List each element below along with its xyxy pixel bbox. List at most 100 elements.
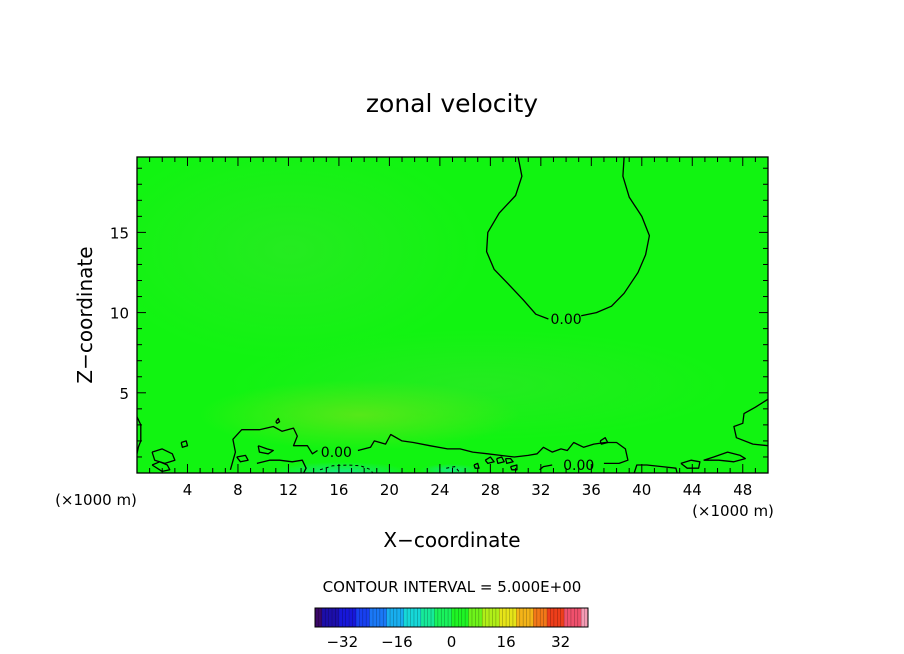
colorbar-segment (390, 608, 394, 627)
colorbar-segment (495, 608, 500, 627)
x-unit-right: (×1000 m) (692, 502, 774, 520)
zero-contour-13 (496, 456, 505, 465)
x-tick-label: 24 (430, 481, 449, 499)
zero-contour-2 (229, 425, 318, 470)
colorbar-segment (540, 608, 544, 627)
colorbar-segment (492, 608, 497, 627)
y-tick-label: 5 (119, 385, 129, 403)
colorbar-segment (342, 608, 347, 627)
colorbar-segment (400, 608, 405, 627)
zero-contour-14 (504, 457, 514, 465)
colorbar-segment (550, 608, 555, 627)
x-tick-label: 20 (380, 481, 399, 499)
contour-label-2: 0.00 (563, 458, 594, 474)
colorbar-segment (577, 608, 582, 627)
x-unit-left: (×1000 m) (55, 491, 137, 509)
colorbar-segment (499, 608, 503, 627)
colorbar-tick-label: 16 (497, 633, 516, 651)
axis-ticks (137, 157, 768, 473)
colorbar-segment (417, 608, 422, 627)
colorbar-segment (315, 608, 319, 627)
colorbar-segment (560, 608, 565, 627)
colorbar-segment (465, 608, 469, 627)
colorbar-segment (471, 608, 476, 627)
colorbar-tick-label: −16 (381, 633, 413, 651)
zero-contour-20 (733, 398, 768, 447)
zero-contour-8 (180, 440, 189, 448)
x-tick-label: 8 (233, 481, 243, 499)
colorbar-segment (410, 608, 415, 627)
colorbar-segment (396, 608, 401, 627)
colorbar-segment (451, 608, 456, 627)
colorbar-segment (383, 608, 387, 627)
x-tick-label: 40 (632, 481, 651, 499)
colorbar-segment (318, 608, 323, 627)
x-tick-label: 32 (531, 481, 550, 499)
x-tick-label: 36 (582, 481, 601, 499)
colorbar-segment (379, 608, 384, 627)
zero-contour-9 (257, 445, 274, 455)
zero-contour-22 (151, 461, 171, 473)
zero-contour-0 (485, 157, 549, 320)
field-shade-upper (137, 157, 480, 360)
plot-area: 0.00 0.00 0.00 (137, 157, 768, 474)
zero-contour-11 (256, 459, 307, 473)
negative-contour-1 (446, 466, 460, 472)
colorbar-segment (526, 608, 531, 627)
colorbar-segment (475, 608, 480, 627)
colorbar-segment (373, 608, 377, 627)
colorbar-segment (454, 608, 459, 627)
x-tick-label: 16 (329, 481, 348, 499)
colorbar-segment (332, 608, 336, 627)
colorbar-segment (437, 608, 442, 627)
zero-contour-21 (275, 417, 281, 424)
colorbar-segment (512, 608, 517, 627)
colorbar-segment (502, 608, 507, 627)
x-axis-label: X−coordinate (383, 528, 520, 552)
zero-contour-1 (581, 157, 651, 317)
colorbar-segment (352, 608, 357, 627)
colorbar-segment (509, 608, 514, 627)
field-shade-bottom-2 (420, 464, 480, 473)
colorbar-segment (581, 608, 585, 627)
x-tick-label: 44 (683, 481, 702, 499)
colorbar-segment (506, 608, 510, 627)
colorbar-segment (441, 608, 445, 627)
zero-contour-5 (633, 464, 678, 473)
colorbar-segment (420, 608, 425, 627)
zero-contour-16 (473, 462, 480, 469)
colorbar-segment (403, 608, 408, 627)
y-tick-label: 10 (110, 305, 129, 323)
chart-title: zonal velocity (366, 89, 538, 118)
colorbar-segment (485, 608, 490, 627)
colorbar-segment (516, 608, 521, 627)
zero-contour-18 (680, 459, 701, 469)
colorbar-frame (314, 607, 589, 628)
colorbar-tick-label: 0 (447, 633, 457, 651)
colorbar-segment (338, 608, 343, 627)
colorbar-segment (567, 608, 572, 627)
colorbar-segment (533, 608, 538, 627)
y-tick-label: 15 (110, 224, 129, 242)
colorbar-segment (557, 608, 561, 627)
field-shade-lower (200, 380, 520, 450)
zero-contour-19 (703, 451, 746, 463)
colorbar-segment (434, 608, 439, 627)
colorbar-segment (321, 608, 326, 627)
colorbar-segment (362, 608, 367, 627)
colorbar-segment (458, 608, 463, 627)
colorbar-tick-label: 32 (551, 633, 570, 651)
x-tick-label: 4 (183, 481, 193, 499)
colorbar-tick-labels: −32 −16 0 16 32 (326, 633, 570, 651)
colorbar-segment (369, 608, 374, 627)
colorbar-segment (482, 608, 486, 627)
colorbar-segment (553, 608, 558, 627)
colorbar-segment (536, 608, 541, 627)
contour-label-1: 0.00 (321, 445, 352, 461)
colorbar-segment (478, 608, 483, 627)
colorbar-segment (468, 608, 473, 627)
zero-contour-7 (151, 448, 176, 465)
colorbar-segment (444, 608, 449, 627)
